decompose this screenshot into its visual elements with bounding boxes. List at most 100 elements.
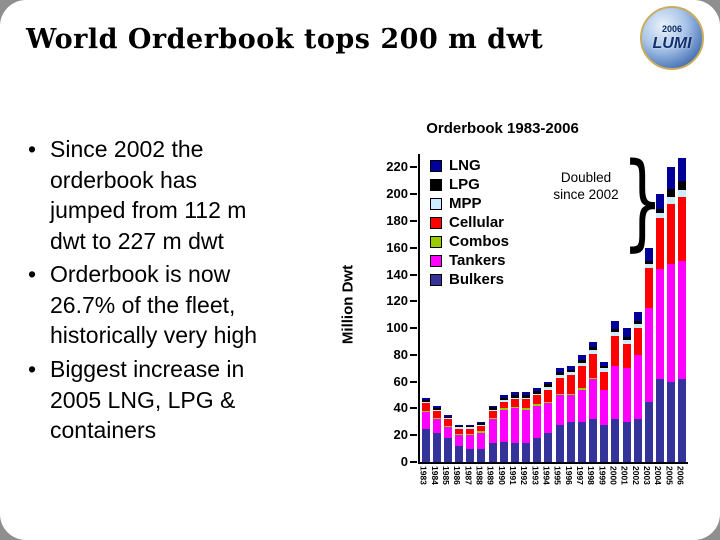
bar-segment-lpg: [432, 408, 441, 410]
bar-2005: [667, 167, 676, 462]
bar-segment-tankers: [633, 354, 642, 420]
bar-segment-lng: [678, 158, 687, 181]
legend-swatch-icon: [430, 254, 442, 267]
bar-1988: [477, 421, 486, 462]
bar-segment-mpp: [678, 190, 687, 197]
bar-segment-lng: [477, 421, 486, 424]
y-tick-label: 220: [386, 159, 408, 175]
bar-segment-cellular: [455, 428, 464, 434]
x-tick-label: 2000: [608, 466, 619, 485]
bar-segment-combos: [589, 377, 598, 379]
bar-segment-bulkers: [466, 448, 475, 462]
bar-segment-bulkers: [667, 381, 676, 462]
bar-segment-lng: [443, 415, 452, 417]
bar-1990: [499, 395, 508, 462]
x-tick-label: 1998: [586, 466, 597, 485]
legend-item-lng: LNG: [430, 156, 509, 175]
bar-segment-lng: [510, 392, 519, 396]
bar-segment-bulkers: [611, 419, 620, 462]
y-tick-mark: [410, 434, 417, 437]
y-tick-mark: [410, 219, 417, 222]
bar-segment-tankers: [577, 389, 586, 422]
bar-segment-bulkers: [499, 441, 508, 462]
bar-1995: [555, 368, 564, 462]
bar-segment-cellular: [678, 196, 687, 262]
page-title: World Orderbook tops 200 m dwt: [26, 24, 544, 55]
y-tick-mark: [410, 380, 417, 383]
bar-2004: [656, 194, 665, 462]
legend-swatch-icon: [430, 235, 442, 248]
bar-segment-lpg: [644, 261, 653, 264]
brace-icon: }: [622, 140, 664, 262]
bar-segment-lng: [488, 405, 497, 408]
bar-1994: [544, 381, 553, 462]
bar-segment-lpg: [611, 329, 620, 333]
bar-segment-lng: [499, 395, 508, 398]
bullet-list: Since 2002 the orderbook has jumped from…: [26, 134, 278, 449]
y-tick-mark: [410, 273, 417, 276]
x-tick-label: 2002: [630, 466, 641, 485]
x-tick-label: 1987: [463, 466, 474, 485]
bar-segment-lpg: [544, 384, 553, 388]
bar-segment-lng: [466, 424, 475, 426]
bar-segment-tankers: [555, 395, 564, 425]
bar-1996: [566, 365, 575, 462]
bar-segment-mpp: [510, 397, 519, 400]
bar-segment-tankers: [656, 269, 665, 379]
bar-1991: [510, 392, 519, 462]
legend-label: MPP: [449, 195, 482, 212]
bar-2003: [644, 247, 653, 462]
bullet-item-2: Orderbook is now 26.7% of the fleet, his…: [26, 259, 278, 351]
x-tick-label: 1994: [541, 466, 552, 485]
bar-segment-tankers: [477, 432, 486, 449]
bar-segment-lng: [533, 388, 542, 392]
bar-segment-bulkers: [533, 437, 542, 462]
bar-segment-lpg: [577, 360, 586, 363]
bar-segment-cellular: [600, 372, 609, 390]
bar-1989: [488, 405, 497, 462]
bar-segment-cellular: [544, 389, 553, 402]
bar-1983: [421, 397, 430, 462]
bar-segment-tankers: [488, 419, 497, 444]
bar-segment-lng: [633, 312, 642, 322]
bar-segment-mpp: [477, 424, 486, 426]
y-tick-mark: [410, 327, 417, 330]
bar-segment-lpg: [477, 423, 486, 425]
legend-item-mpp: MPP: [430, 194, 509, 213]
bar-segment-cellular: [522, 399, 531, 409]
bar-segment-cellular: [443, 419, 452, 426]
bullet-item-3: Biggest increase in 2005 LNG, LPG & cont…: [26, 354, 278, 446]
bar-segment-lpg: [533, 391, 542, 394]
bar-segment-mpp: [622, 340, 631, 345]
legend-swatch-icon: [430, 178, 442, 191]
bar-segment-cellular: [577, 365, 586, 389]
bar-segment-mpp: [667, 196, 676, 204]
y-tick-mark: [410, 166, 417, 169]
bar-segment-cellular: [510, 399, 519, 408]
y-tick-mark: [410, 407, 417, 410]
logo-text: LUMI: [652, 34, 692, 52]
legend-swatch-icon: [430, 197, 442, 210]
x-tick-label: 1985: [440, 466, 451, 485]
bar-segment-lng: [555, 368, 564, 373]
bar-segment-lpg: [488, 407, 497, 410]
x-tick-label: 1996: [563, 466, 574, 485]
bar-segment-tankers: [533, 405, 542, 438]
y-tick-mark: [410, 246, 417, 249]
bar-segment-cellular: [533, 395, 542, 405]
bar-segment-tankers: [622, 368, 631, 422]
bar-segment-tankers: [644, 308, 653, 402]
legend-item-cellular: Cellular: [430, 213, 509, 232]
orderbook-chart: Orderbook 1983-2006 Million Dwt LNG LPG MP…: [340, 120, 712, 520]
x-tick-label: 1984: [429, 466, 440, 485]
x-tick-label: 2005: [664, 466, 675, 485]
bar-1999: [600, 361, 609, 462]
x-tick-label: 2006: [675, 466, 686, 485]
bar-segment-combos: [522, 408, 531, 410]
bar-segment-tankers: [421, 412, 430, 429]
bar-1987: [466, 424, 475, 462]
legend-swatch-icon: [430, 216, 442, 229]
bar-1984: [432, 405, 441, 462]
bar-segment-combos: [466, 433, 475, 436]
bar-segment-lpg: [443, 416, 452, 418]
